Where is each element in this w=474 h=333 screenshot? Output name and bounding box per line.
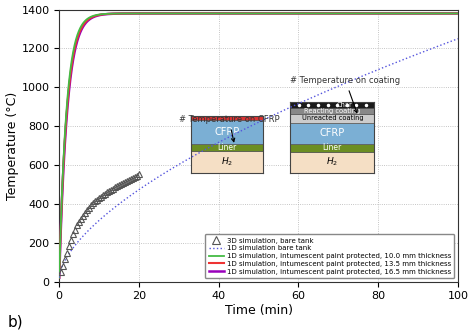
Text: # Temperature on CFRP: # Temperature on CFRP	[179, 115, 280, 142]
X-axis label: Time (min): Time (min)	[225, 304, 292, 317]
Y-axis label: Temperature (°C): Temperature (°C)	[6, 92, 18, 200]
Text: b): b)	[7, 314, 23, 329]
Text: # Temperature on coating: # Temperature on coating	[291, 76, 401, 113]
Legend: 3D simulation, bare tank, 1D simulation bare tank, 1D simulation, intumescent pa: 3D simulation, bare tank, 1D simulation …	[205, 234, 455, 278]
